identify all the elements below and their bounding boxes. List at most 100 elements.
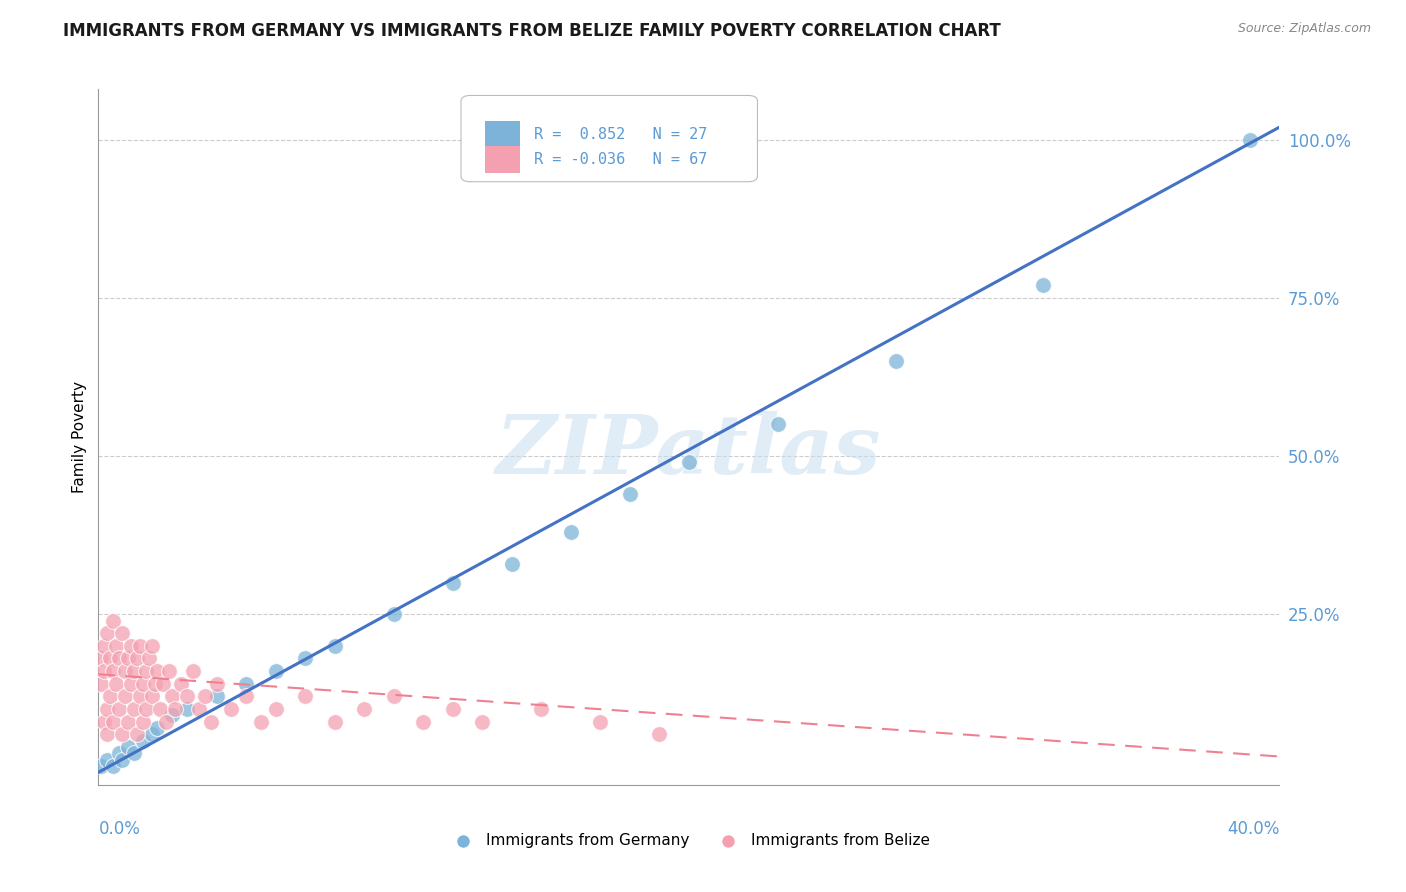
Point — [90, 759, 112, 773]
Point — [132, 714, 155, 729]
Point — [93, 639, 115, 653]
Point — [103, 664, 125, 678]
Point — [323, 639, 346, 653]
Point — [117, 714, 139, 729]
Point — [132, 677, 155, 691]
Point — [471, 714, 494, 729]
Point — [619, 487, 641, 501]
Point — [143, 677, 166, 691]
Point — [120, 677, 142, 691]
Point — [128, 639, 150, 653]
Point — [1032, 278, 1054, 293]
Point — [678, 455, 700, 469]
Point — [146, 664, 169, 678]
Point — [162, 708, 183, 723]
Point — [111, 626, 134, 640]
Point — [117, 739, 139, 754]
Point — [103, 759, 125, 773]
Point — [157, 664, 180, 678]
Point — [235, 677, 257, 691]
Point — [138, 651, 160, 665]
Point — [250, 714, 273, 729]
Text: Source: ZipAtlas.com: Source: ZipAtlas.com — [1237, 22, 1371, 36]
Point — [114, 664, 136, 678]
Point — [560, 524, 582, 539]
Point — [235, 690, 257, 704]
Point — [162, 690, 183, 704]
FancyBboxPatch shape — [461, 95, 758, 182]
Point — [141, 690, 163, 704]
Point — [176, 690, 198, 704]
Point — [105, 639, 128, 653]
Point — [141, 639, 163, 653]
Point — [90, 677, 112, 691]
Point — [90, 651, 112, 665]
Point — [114, 690, 136, 704]
Point — [501, 557, 523, 571]
Point — [103, 614, 125, 628]
Text: ZIPatlas: ZIPatlas — [496, 411, 882, 491]
Point — [176, 702, 198, 716]
Point — [152, 677, 174, 691]
Point — [96, 727, 118, 741]
Point — [122, 664, 145, 678]
Point — [98, 690, 121, 704]
Point — [93, 714, 115, 729]
Point — [149, 702, 172, 716]
Point — [125, 651, 148, 665]
Text: R = -0.036   N = 67: R = -0.036 N = 67 — [534, 153, 707, 167]
Point — [105, 677, 128, 691]
Bar — [485, 146, 520, 173]
Point — [884, 354, 907, 368]
Point — [264, 664, 287, 678]
Point — [111, 727, 134, 741]
Point — [155, 714, 177, 729]
Point — [146, 721, 169, 735]
Point — [382, 607, 405, 622]
Text: 40.0%: 40.0% — [1227, 820, 1279, 838]
Point — [108, 747, 131, 761]
Point — [219, 702, 242, 716]
Point — [1239, 133, 1261, 147]
Point — [135, 664, 157, 678]
Point — [205, 677, 228, 691]
Point — [117, 651, 139, 665]
Point — [441, 575, 464, 590]
Point — [122, 747, 145, 761]
Point — [441, 702, 464, 716]
Point — [353, 702, 375, 716]
Point — [165, 702, 187, 716]
Point — [93, 664, 115, 678]
Point — [382, 690, 405, 704]
Point — [294, 690, 316, 704]
Text: 0.0%: 0.0% — [98, 820, 141, 838]
Point — [200, 714, 222, 729]
Point — [132, 733, 155, 747]
Point — [98, 651, 121, 665]
Point — [187, 702, 209, 716]
Point — [194, 690, 217, 704]
Bar — [485, 121, 520, 147]
Point — [108, 702, 131, 716]
Point — [766, 417, 789, 432]
Point — [108, 651, 131, 665]
Text: R =  0.852   N = 27: R = 0.852 N = 27 — [534, 127, 707, 142]
Point — [96, 626, 118, 640]
Point — [648, 727, 671, 741]
Point — [103, 714, 125, 729]
Point — [264, 702, 287, 716]
Point — [96, 702, 118, 716]
Point — [170, 677, 193, 691]
Point — [135, 702, 157, 716]
Point — [323, 714, 346, 729]
Point — [111, 753, 134, 767]
Point — [181, 664, 204, 678]
Point — [141, 727, 163, 741]
Text: IMMIGRANTS FROM GERMANY VS IMMIGRANTS FROM BELIZE FAMILY POVERTY CORRELATION CHA: IMMIGRANTS FROM GERMANY VS IMMIGRANTS FR… — [63, 22, 1001, 40]
Point — [589, 714, 612, 729]
Point — [205, 690, 228, 704]
Y-axis label: Family Poverty: Family Poverty — [72, 381, 87, 493]
Point — [120, 639, 142, 653]
Point — [294, 651, 316, 665]
Point — [128, 690, 150, 704]
